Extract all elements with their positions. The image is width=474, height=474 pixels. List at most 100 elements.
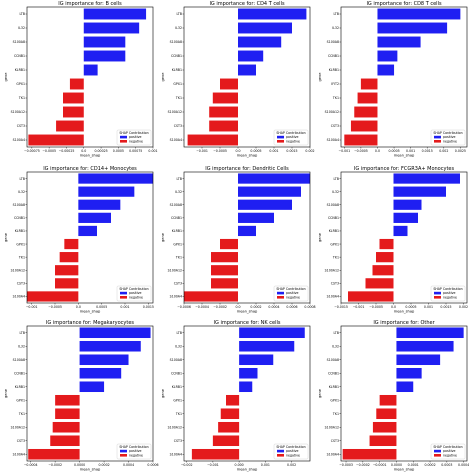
y-tick-label: LTB xyxy=(334,177,339,181)
bar xyxy=(369,435,397,447)
y-tick-label: S100A12 xyxy=(11,110,25,114)
legend-swatch xyxy=(434,296,441,299)
x-tick-label: 0.002 xyxy=(287,463,296,467)
plot-frame xyxy=(340,6,468,148)
y-tick-label: KLRB1 xyxy=(15,385,25,389)
x-axis-label: mean_shap xyxy=(80,468,101,472)
y-tick-label: S100A8 xyxy=(327,203,339,207)
x-tick-label: 0.001 xyxy=(269,149,278,153)
chart-title: IG importance for: FCGR3A+ Monocytes xyxy=(354,166,455,172)
bar xyxy=(218,421,240,433)
legend-label: positive xyxy=(286,135,299,139)
legend-label: positive xyxy=(443,291,456,295)
x-tick-label: 0.0015 xyxy=(286,149,297,153)
legend-label: negative xyxy=(129,139,143,143)
bar xyxy=(212,435,240,447)
y-tick-label: CST3 xyxy=(174,439,182,443)
x-tick-label: −0.0006 xyxy=(177,305,191,309)
bar xyxy=(238,212,274,223)
x-tick-label: 0.0015 xyxy=(440,305,451,309)
legend-swatch xyxy=(120,449,127,453)
bar xyxy=(377,64,395,76)
legend-title: SHAP Contribution xyxy=(276,445,305,449)
x-tick-label: 0.002 xyxy=(305,149,314,153)
y-tick-label: TK1 xyxy=(18,96,25,100)
y-tick-label: S100A12 xyxy=(325,425,339,429)
y-tick-label: CST3 xyxy=(17,439,25,443)
x-tick-label: −0.001 xyxy=(353,305,365,309)
y-axis-label: gene xyxy=(4,232,8,242)
y-tick-label: GPX1 xyxy=(173,242,182,246)
bar xyxy=(79,327,151,339)
bar xyxy=(27,291,79,302)
bar xyxy=(239,354,274,366)
bar xyxy=(63,92,84,104)
x-tick-label: 0.0006 xyxy=(286,305,297,309)
y-tick-label: S100A8 xyxy=(327,358,339,362)
x-tick-label: 0.0001 xyxy=(408,463,419,467)
legend-label: negative xyxy=(129,295,143,299)
x-tick-label: 0.0005 xyxy=(250,149,261,153)
chart-title: IG importance for: Other xyxy=(373,320,435,326)
legend-title: SHAP Contribution xyxy=(119,131,148,135)
legend-swatch xyxy=(120,291,127,295)
bar xyxy=(376,252,394,263)
bar xyxy=(83,50,126,62)
x-tick-label: 0.00075 xyxy=(129,149,142,153)
y-tick-label: KLRB1 xyxy=(172,385,182,389)
legend-label: positive xyxy=(443,449,456,453)
legend-swatch xyxy=(434,140,441,143)
x-tick-label: 0.0000 xyxy=(74,463,85,467)
x-tick-label: 0.0015 xyxy=(143,305,154,309)
x-tick-label: −0.0001 xyxy=(373,463,387,467)
y-axis-label: gene xyxy=(161,388,165,398)
bar xyxy=(238,22,292,34)
chart-title: IG importance for: CD8 T cells xyxy=(366,1,442,7)
x-tick-label: 0.0008 xyxy=(304,305,315,309)
y-tick-label: CCNB1 xyxy=(328,371,339,375)
x-tick-label: 0.002 xyxy=(439,149,448,153)
x-tick-label: −0.001 xyxy=(196,149,208,153)
x-tick-label: 0.0 xyxy=(81,149,86,153)
bar xyxy=(184,291,238,302)
bar xyxy=(377,36,421,48)
bar xyxy=(239,340,295,352)
chart-panel: IG importance for: NK cells LTB IL32 S100A8… xyxy=(161,320,311,472)
x-tick-label: 0.001 xyxy=(120,305,129,309)
y-tick-label: S100A4 xyxy=(170,138,182,142)
x-axis-label: mean_shap xyxy=(80,310,101,314)
y-tick-label: IL32 xyxy=(332,26,339,30)
y-tick-label: GPX1 xyxy=(173,82,182,86)
y-tick-label: CCNB1 xyxy=(171,216,182,220)
x-axis-label: mean_shap xyxy=(394,154,415,158)
bar xyxy=(69,78,84,90)
y-tick-label: LTB xyxy=(177,331,182,335)
x-tick-label: 0.0015 xyxy=(422,149,433,153)
chart-panel: IG importance for: CD14+ Monocytes LTB IL3… xyxy=(4,166,154,314)
legend-swatch xyxy=(277,135,284,139)
bar xyxy=(79,354,129,366)
chart-title: IG importance for: Megakaryocytes xyxy=(46,320,134,326)
legend-label: negative xyxy=(286,139,300,143)
y-tick-label: S100A4 xyxy=(327,138,339,142)
y-tick-label: KLRB1 xyxy=(329,68,339,72)
y-tick-label: LTB xyxy=(20,12,25,16)
legend-swatch xyxy=(434,291,441,295)
plot-frame xyxy=(26,6,154,148)
bar xyxy=(396,354,441,366)
plot-frame xyxy=(183,171,311,304)
y-tick-label: CCNB1 xyxy=(14,54,25,58)
y-tick-label: IL32 xyxy=(175,344,182,348)
y-tick-label: S100A12 xyxy=(168,110,182,114)
x-tick-label: 0.0 xyxy=(391,305,396,309)
x-tick-label: 0.0 xyxy=(76,305,81,309)
bar xyxy=(83,64,98,76)
bar xyxy=(238,173,310,184)
x-tick-label: 0.0003 xyxy=(441,463,452,467)
x-tick-label: 0.0 xyxy=(235,305,240,309)
bar xyxy=(393,212,418,223)
y-tick-label: IL32 xyxy=(18,190,25,194)
bar xyxy=(78,212,111,223)
y-tick-label: IL32 xyxy=(18,344,25,348)
y-tick-label: IL32 xyxy=(332,190,339,194)
